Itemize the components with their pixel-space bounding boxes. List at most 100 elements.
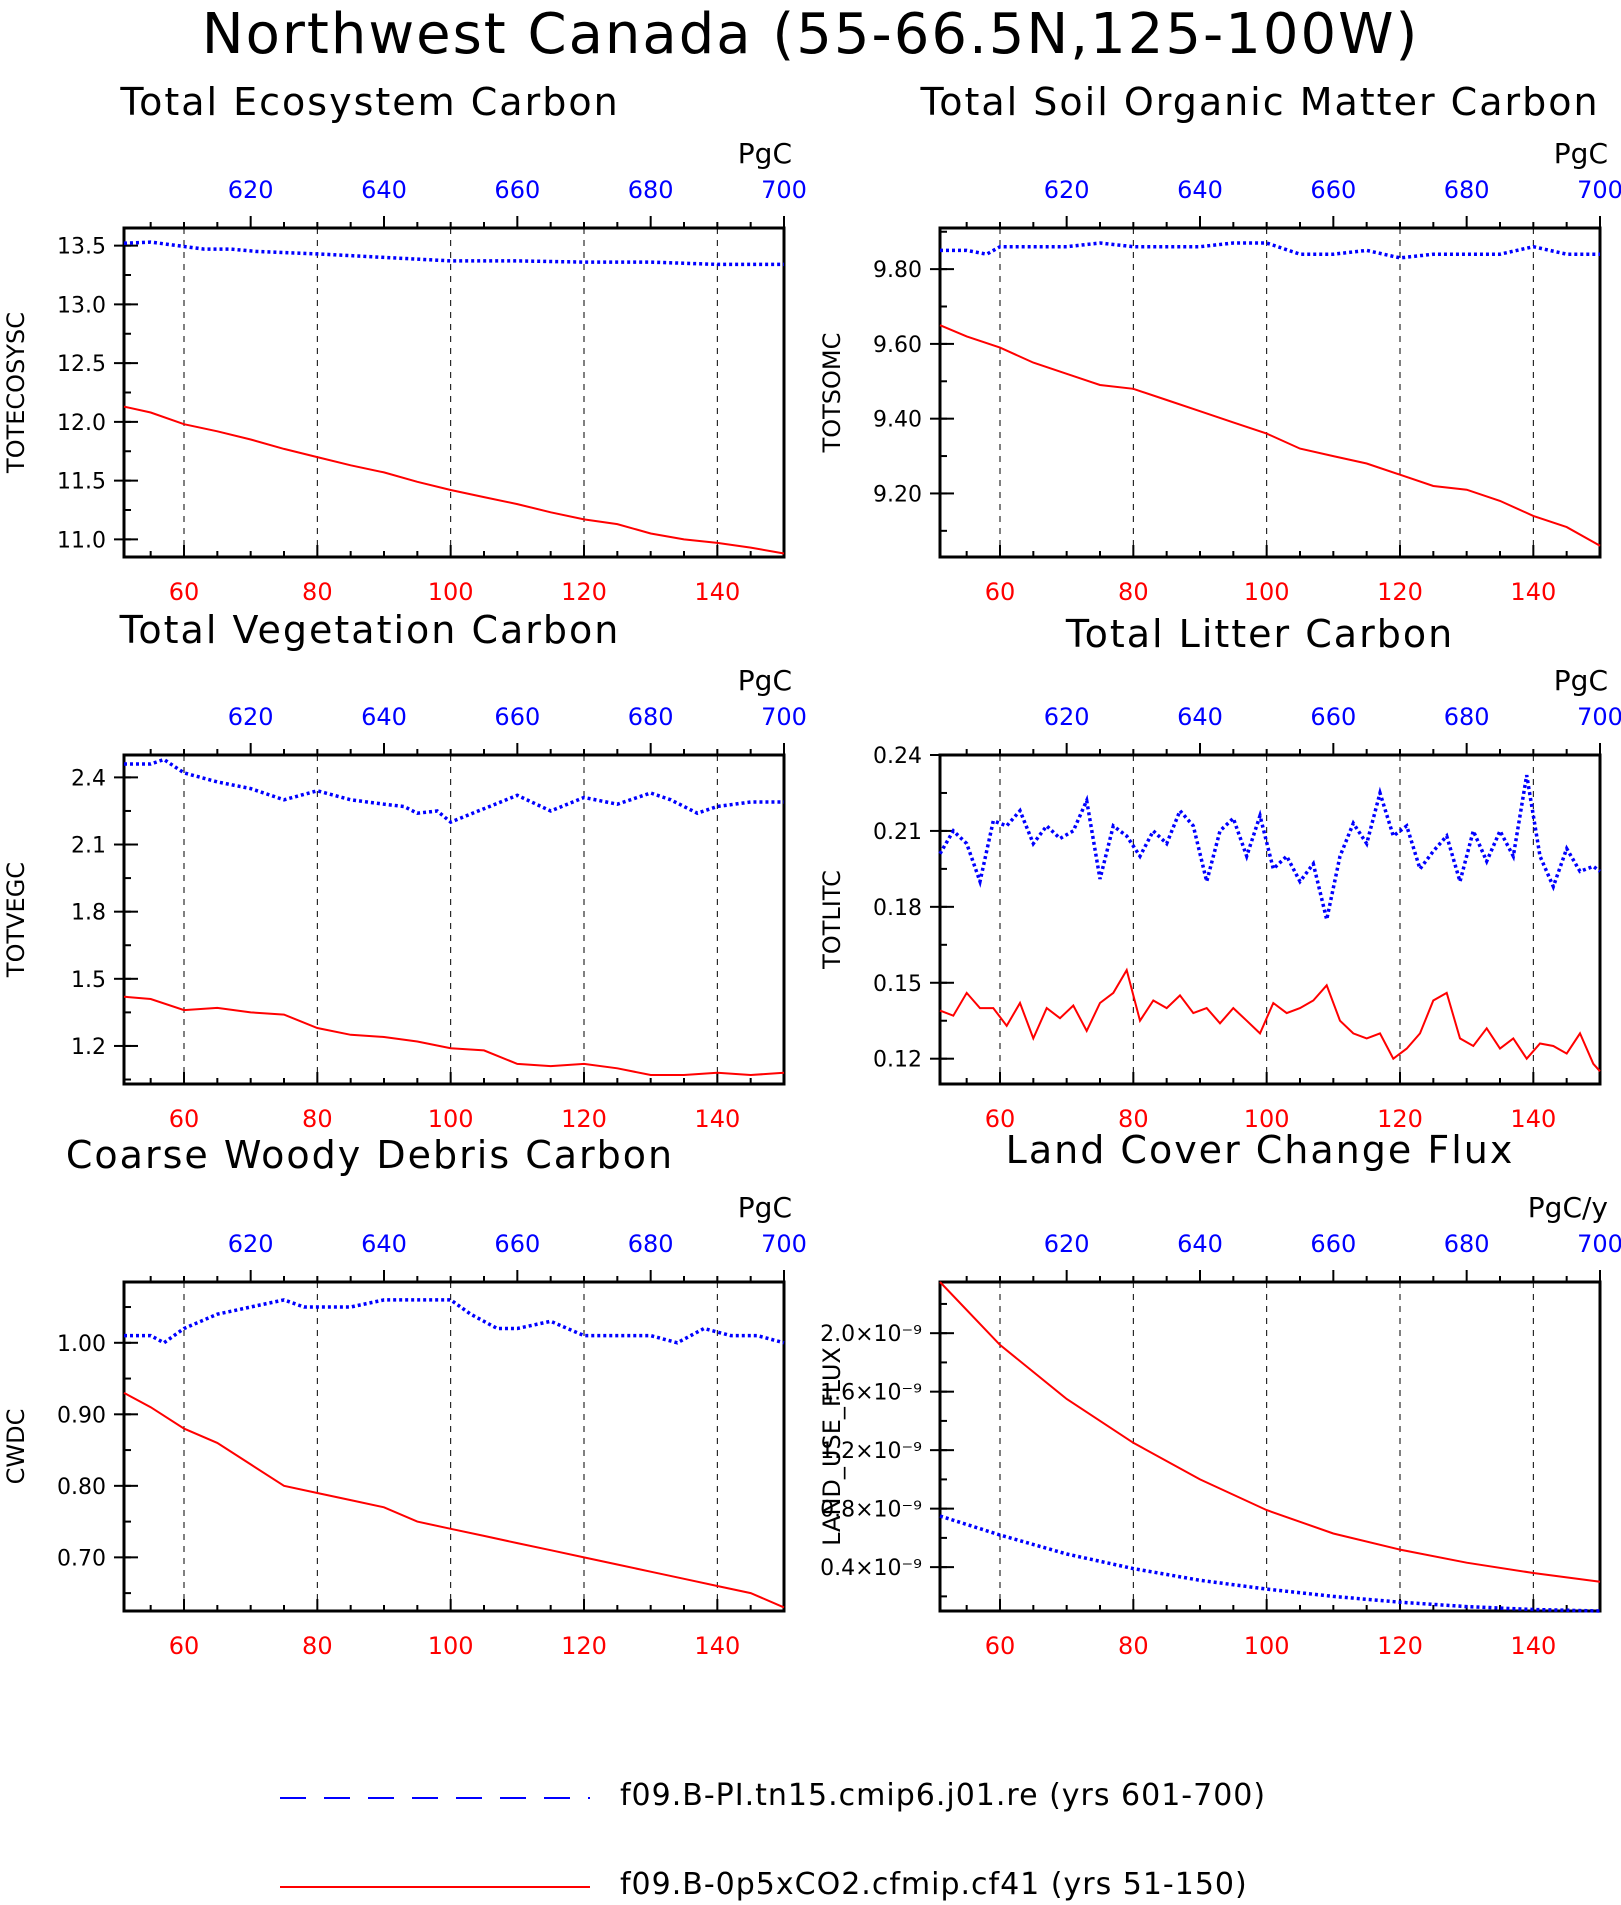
series-line-exp bbox=[123, 1392, 785, 1609]
series-line-ctrl bbox=[124, 1298, 785, 1345]
y-tick-label: 0.8×10⁻⁹ bbox=[820, 1498, 922, 1523]
x-top-tick-label: 700 bbox=[761, 176, 807, 204]
series-line-exp bbox=[939, 1281, 1601, 1583]
y-tick-label: 2.1 bbox=[71, 834, 106, 859]
x-top-tick-label: 680 bbox=[1444, 703, 1490, 731]
x-tick-label: 140 bbox=[1510, 1632, 1556, 1660]
x-top-tick-label: 660 bbox=[494, 703, 540, 731]
series-line-ctrl bbox=[940, 241, 1600, 260]
x-tick-label: 80 bbox=[1118, 1105, 1149, 1133]
x-top-tick-label: 680 bbox=[628, 703, 674, 731]
x-top-tick-label: 640 bbox=[1177, 1230, 1223, 1258]
y-tick-label: 9.80 bbox=[873, 258, 922, 283]
x-tick-label: 80 bbox=[1118, 1632, 1149, 1660]
x-top-tick-label: 620 bbox=[1044, 1230, 1090, 1258]
units-label: PgC/y bbox=[1528, 1191, 1608, 1224]
x-tick-label: 80 bbox=[1118, 578, 1149, 606]
x-top-tick-label: 640 bbox=[361, 703, 407, 731]
x-tick-label: 60 bbox=[985, 1105, 1016, 1133]
x-top-tick-label: 700 bbox=[1577, 1230, 1621, 1258]
x-tick-label: 140 bbox=[1510, 1105, 1556, 1133]
y-tick-label: 11.5 bbox=[57, 470, 106, 495]
plot-frame-5 bbox=[938, 1280, 1602, 1613]
y-axis-label: LAND_USE_FLUX bbox=[818, 1347, 846, 1546]
y-axis-label: TOTLITC bbox=[818, 870, 846, 970]
y-tick-label: 0.24 bbox=[873, 744, 922, 769]
x-top-tick-label: 640 bbox=[1177, 176, 1223, 204]
x-top-tick-label: 700 bbox=[761, 1230, 807, 1258]
y-tick-label: 0.18 bbox=[873, 896, 922, 921]
y-tick-label: 13.5 bbox=[57, 235, 106, 260]
y-tick-label: 13.0 bbox=[57, 293, 106, 318]
y-tick-label: 0.21 bbox=[873, 820, 922, 845]
x-top-tick-label: 620 bbox=[228, 176, 274, 204]
series-line-ctrl bbox=[939, 1514, 1601, 1613]
y-axis-label: TOTVEGC bbox=[2, 862, 30, 978]
legend-label-exp: f09.B-0p5xCO2.cfmip.cf41 (yrs 51-150) bbox=[620, 1867, 1248, 1902]
x-top-tick-label: 640 bbox=[1177, 703, 1223, 731]
panel-title-0: Total Ecosystem Carbon bbox=[120, 80, 620, 124]
y-tick-label: 1.5 bbox=[71, 968, 106, 993]
x-top-tick-label: 640 bbox=[361, 176, 407, 204]
series-line-exp bbox=[123, 995, 785, 1077]
x-tick-label: 100 bbox=[1244, 1632, 1290, 1660]
series-line-exp bbox=[939, 967, 1601, 1072]
y-tick-label: 9.60 bbox=[873, 333, 922, 358]
main-title: Northwest Canada (55-66.5N,125-100W) bbox=[201, 2, 1420, 67]
plot-frame-2 bbox=[122, 753, 786, 1086]
x-tick-label: 120 bbox=[561, 1632, 607, 1660]
y-tick-label: 0.12 bbox=[873, 1048, 922, 1073]
x-top-tick-label: 660 bbox=[1310, 1230, 1356, 1258]
panel-title-2: Total Vegetation Carbon bbox=[119, 608, 621, 652]
x-tick-label: 100 bbox=[1244, 1105, 1290, 1133]
legend-label-ctrl: f09.B-PI.tn15.cmip6.j01.re (yrs 601-700) bbox=[620, 1778, 1267, 1813]
y-tick-label: 0.4×10⁻⁹ bbox=[820, 1556, 922, 1581]
x-top-tick-label: 620 bbox=[228, 1230, 274, 1258]
units-label: PgC bbox=[738, 1191, 792, 1224]
x-top-tick-label: 620 bbox=[228, 703, 274, 731]
x-top-tick-label: 700 bbox=[1577, 176, 1621, 204]
x-top-tick-label: 680 bbox=[1444, 1230, 1490, 1258]
series-line-ctrl bbox=[938, 774, 1602, 920]
x-tick-label: 140 bbox=[694, 578, 740, 606]
x-top-tick-label: 620 bbox=[1044, 176, 1090, 204]
x-top-tick-label: 680 bbox=[628, 1230, 674, 1258]
y-tick-label: 1.8 bbox=[71, 901, 106, 926]
x-tick-label: 100 bbox=[428, 1632, 474, 1660]
x-top-tick-label: 700 bbox=[761, 703, 807, 731]
x-tick-label: 120 bbox=[1377, 1105, 1423, 1133]
x-tick-label: 140 bbox=[1510, 578, 1556, 606]
units-label: PgC bbox=[738, 137, 792, 170]
y-tick-label: 2.4 bbox=[71, 766, 106, 791]
x-top-tick-label: 660 bbox=[494, 176, 540, 204]
x-tick-label: 120 bbox=[561, 1105, 607, 1133]
panel-title-1: Total Soil Organic Matter Carbon bbox=[920, 80, 1600, 124]
plot-frame-4 bbox=[122, 1280, 786, 1613]
x-top-tick-label: 660 bbox=[494, 1230, 540, 1258]
series-line-exp bbox=[123, 405, 785, 555]
x-tick-label: 60 bbox=[169, 1632, 200, 1660]
y-axis-label: CWDC bbox=[2, 1409, 30, 1485]
x-tick-label: 120 bbox=[561, 578, 607, 606]
y-tick-label: 9.40 bbox=[873, 408, 922, 433]
x-top-tick-label: 680 bbox=[1444, 176, 1490, 204]
x-tick-label: 100 bbox=[1244, 578, 1290, 606]
x-tick-label: 80 bbox=[302, 1105, 333, 1133]
x-tick-label: 80 bbox=[302, 578, 333, 606]
y-tick-label: 1.00 bbox=[57, 1332, 106, 1357]
x-top-tick-label: 620 bbox=[1044, 703, 1090, 731]
y-tick-label: 0.90 bbox=[57, 1403, 106, 1428]
series-line-exp bbox=[939, 324, 1601, 547]
units-label: PgC bbox=[1554, 137, 1608, 170]
series-line-ctrl bbox=[123, 240, 784, 267]
units-label: PgC bbox=[738, 664, 792, 697]
plot-frame-0 bbox=[122, 226, 786, 559]
panel-title-5: Land Cover Change Flux bbox=[1005, 1128, 1515, 1172]
x-tick-label: 60 bbox=[169, 578, 200, 606]
y-tick-label: 0.80 bbox=[57, 1475, 106, 1500]
panel-title-4: Coarse Woody Debris Carbon bbox=[65, 1133, 675, 1177]
y-axis-label: TOTSOMC bbox=[818, 333, 846, 454]
x-tick-label: 100 bbox=[428, 578, 474, 606]
y-tick-label: 0.70 bbox=[57, 1546, 106, 1571]
